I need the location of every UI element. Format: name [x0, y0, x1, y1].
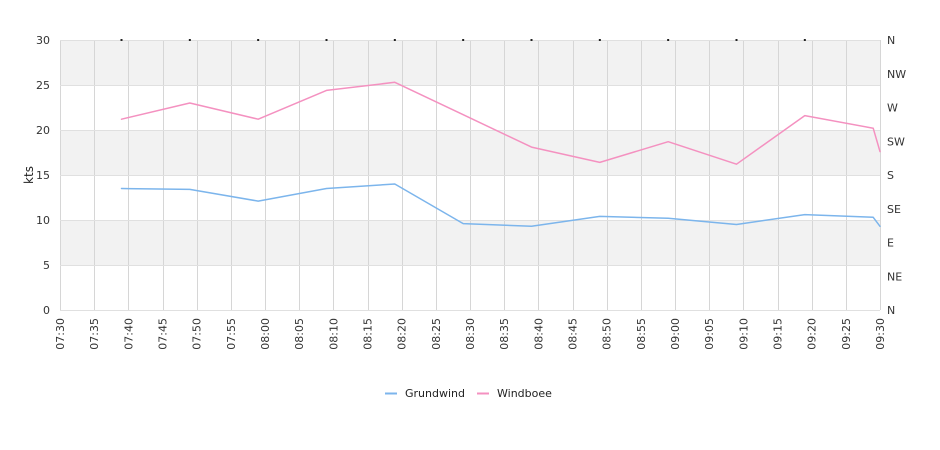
- direction-mark: [393, 39, 396, 41]
- y-tick-label: 10: [36, 214, 50, 227]
- direction-mark: [598, 39, 601, 41]
- x-tick-label: 08:55: [635, 318, 648, 350]
- x-tick-label: 07:50: [191, 318, 204, 350]
- x-tick-label: 08:20: [396, 318, 409, 350]
- direction-axis-ticks: N NW W SW S SE E NE N: [887, 34, 906, 317]
- x-tick-label: 08:50: [601, 318, 614, 350]
- horizontal-grid: [60, 40, 880, 311]
- x-tick-label: 07:35: [88, 318, 101, 350]
- x-tick-label: 09:20: [806, 318, 819, 350]
- direction-mark: [667, 39, 670, 41]
- direction-mark: [735, 39, 738, 41]
- direction-mark: [530, 39, 533, 41]
- direction-tick-label: N: [887, 34, 895, 47]
- series-line-windboee: [120, 81, 881, 165]
- legend-label: Grundwind: [405, 387, 465, 400]
- x-tick-label: 08:40: [532, 318, 545, 350]
- series-line-grundwind: [120, 183, 881, 228]
- x-tick-label: 09:00: [669, 318, 682, 350]
- x-tick-label: 08:30: [464, 318, 477, 350]
- x-tick-label: 08:00: [259, 318, 272, 350]
- y-tick-label: 30: [36, 34, 50, 47]
- legend-item-grundwind[interactable]: Grundwind: [385, 387, 465, 400]
- legend-label: Windboee: [497, 387, 552, 400]
- x-tick-label: 07:30: [54, 318, 67, 350]
- x-tick-label: 09:30: [874, 318, 887, 350]
- x-tick-label: 08:45: [567, 318, 580, 350]
- direction-mark: [257, 39, 260, 41]
- x-tick-label: 08:35: [498, 318, 511, 350]
- direction-mark: [188, 39, 191, 41]
- direction-mark: [803, 39, 806, 41]
- direction-marks: [120, 39, 806, 41]
- y-tick-label: 15: [36, 169, 50, 182]
- direction-tick-label: NW: [887, 68, 906, 81]
- x-tick-label: 08:25: [430, 318, 443, 350]
- direction-tick-label: S: [887, 169, 894, 182]
- direction-mark: [462, 39, 465, 41]
- x-tick-label: 07:45: [157, 318, 170, 350]
- y-axis-label: kts: [22, 166, 36, 184]
- x-tick-label: 09:15: [772, 318, 785, 350]
- direction-tick-label: N: [887, 304, 895, 317]
- y-tick-label: 25: [36, 79, 50, 92]
- y-tick-label: 20: [36, 124, 50, 137]
- x-tick-label: 09:05: [703, 318, 716, 350]
- direction-tick-label: E: [887, 237, 894, 250]
- series-lines: [120, 81, 881, 228]
- x-tick-label: 09:10: [737, 318, 750, 350]
- x-tick-label: 09:25: [840, 318, 853, 350]
- direction-mark: [120, 39, 123, 41]
- direction-tick-label: SW: [887, 135, 905, 148]
- legend-item-windboee[interactable]: Windboee: [477, 387, 552, 400]
- x-tick-label: 08:15: [362, 318, 375, 350]
- x-tick-label: 07:40: [122, 318, 135, 350]
- direction-tick-label: W: [887, 102, 898, 115]
- x-tick-label: 08:05: [293, 318, 306, 350]
- x-tick-label: 07:55: [225, 318, 238, 350]
- direction-mark: [325, 39, 328, 41]
- x-axis-ticks: 07:30 07:35 07:40 07:45 07:50 07:55 08:00 08:05…: [54, 318, 887, 350]
- y-tick-label: 0: [43, 304, 50, 317]
- y-tick-label: 5: [43, 259, 50, 272]
- direction-tick-label: SE: [887, 203, 901, 216]
- x-tick-label: 08:10: [327, 318, 340, 350]
- legend[interactable]: Grundwind Windboee: [385, 387, 552, 400]
- y-axis-ticks: 0 5 10 15 20 25 30: [36, 34, 50, 317]
- direction-tick-label: NE: [887, 270, 902, 283]
